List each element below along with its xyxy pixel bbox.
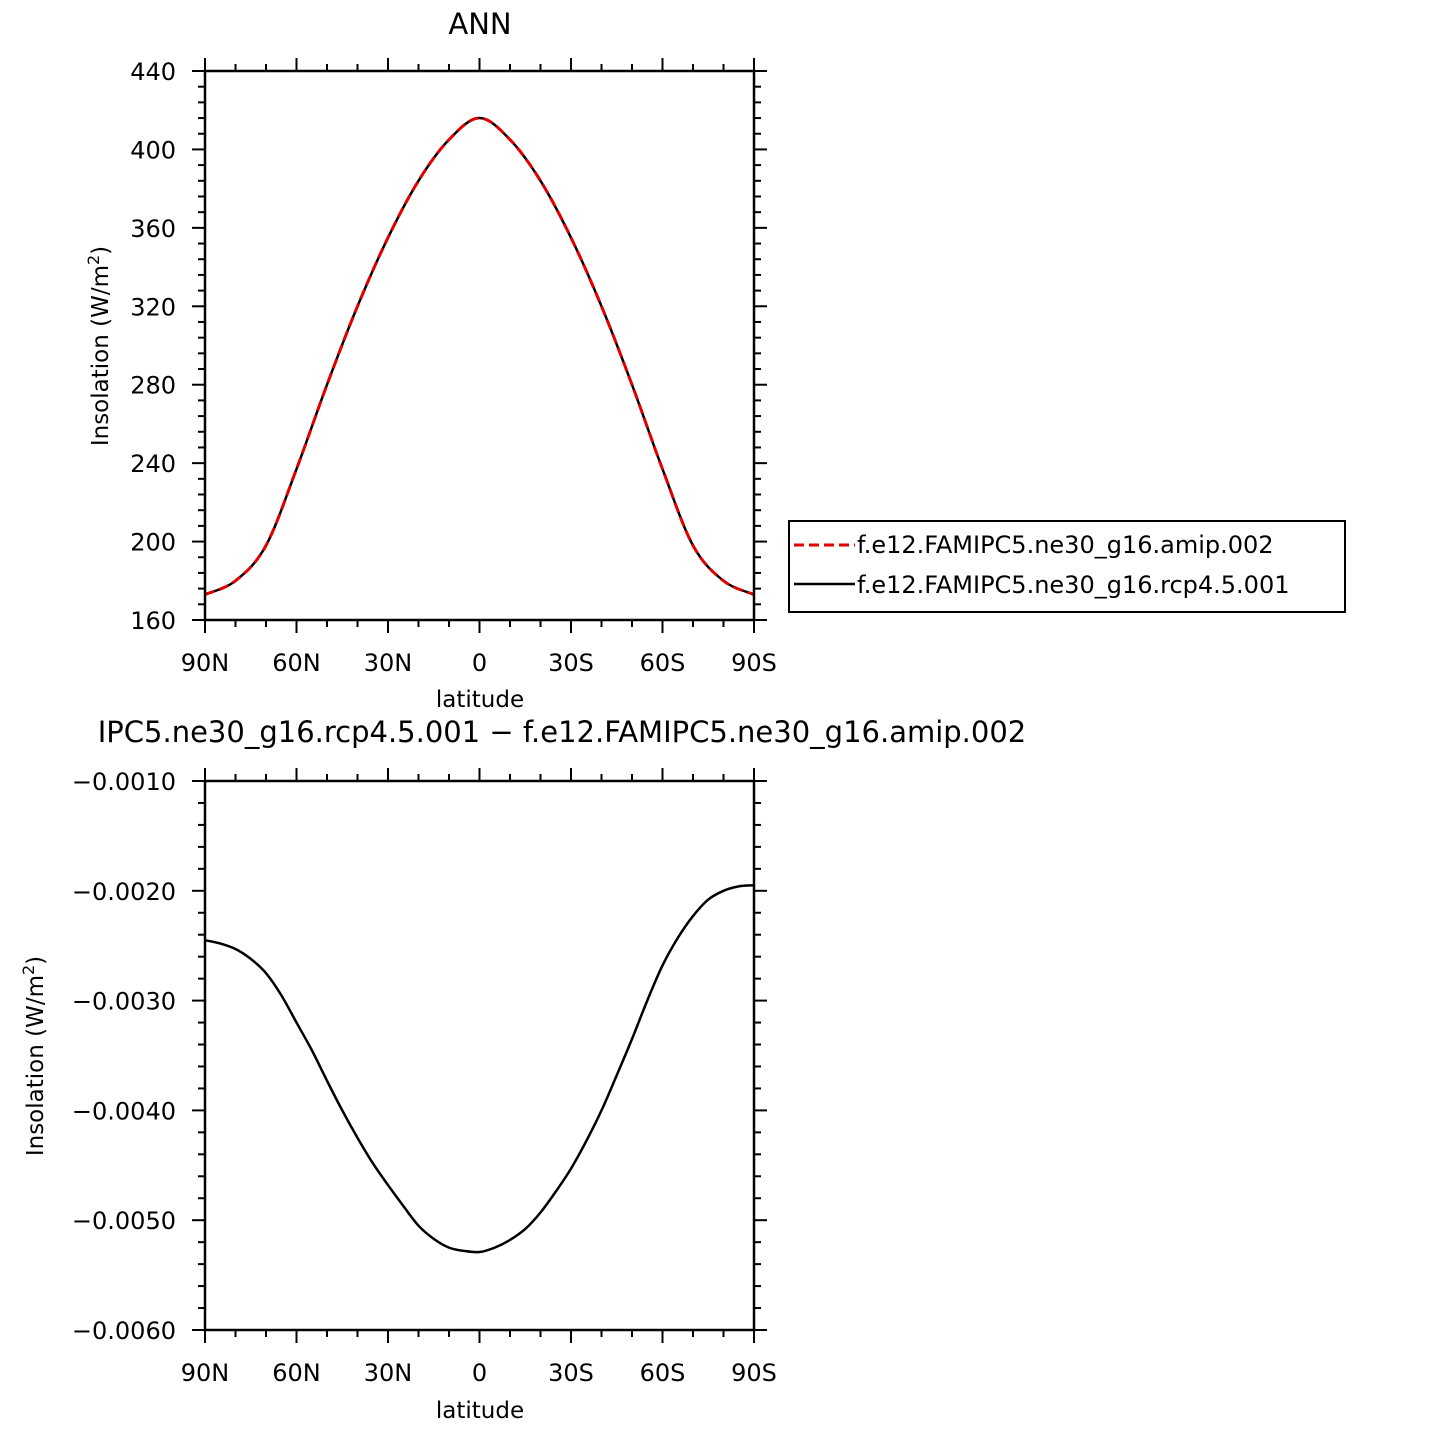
y-tick-label: −0.0040 [72, 1097, 176, 1125]
bottom-x-axis-label: latitude [436, 1398, 524, 1424]
top-x-tick-labels: 90N 60N 30N 0 30S 60S 90S [181, 649, 777, 677]
bottom-x-tick-labels: 90N 60N 30N 0 30S 60S 90S [181, 1359, 777, 1387]
y-tick-label: 320 [130, 293, 176, 321]
y-tick-label: 280 [130, 372, 176, 400]
top-y-axis-label-sup: 2 [84, 255, 103, 265]
top-chart: ANN 90N 60N 30N 0 30S 60S 90S 160 200 240 280 320 3… [84, 7, 1346, 713]
legend: f.e12.FAMIPC5.ne30_g16.amip.002 f.e12.FA… [788, 520, 1346, 613]
bottom-y-tick-labels: −0.0060 −0.0050 −0.0040 −0.0030 −0.0020 −0.00… [72, 768, 176, 1345]
bottom-chart-title: IPC5.ne30_g16.rcp4.5.001 − f.e12.FAMIPC5… [98, 715, 1027, 749]
top-plot-frame [203, 69, 756, 622]
bottom-series-group [204, 884, 755, 1254]
x-tick-label: 60N [272, 1359, 321, 1387]
bottom-y-axis-label-main: Insolation (W/m [23, 975, 49, 1156]
y-tick-label: −0.0010 [72, 768, 176, 796]
y-tick-label: 360 [130, 215, 176, 243]
y-tick-label: −0.0050 [72, 1207, 176, 1235]
x-tick-label: 0 [472, 1359, 487, 1387]
bot-series-line-difference [204, 884, 755, 1254]
top-series-group [204, 116, 755, 596]
top-y-axis-label-main: Insolation (W/m [88, 265, 114, 446]
x-tick-label: 90S [731, 1359, 777, 1387]
bottom-y-axis-label-sup: 2 [19, 965, 38, 975]
legend-label-rcp: f.e12.FAMIPC5.ne30_g16.rcp4.5.001 [857, 571, 1290, 599]
bottom-y-axis-label: Insolation (W/m2) [19, 956, 49, 1156]
x-tick-label: 90N [181, 1359, 230, 1387]
x-tick-label: 30N [364, 1359, 413, 1387]
y-tick-label: 160 [130, 607, 176, 635]
bottom-plot-frame [203, 779, 756, 1332]
y-tick-label: −0.0030 [72, 988, 176, 1016]
legend-label-amip: f.e12.FAMIPC5.ne30_g16.amip.002 [857, 531, 1274, 559]
y-tick-label: 240 [130, 450, 176, 478]
x-tick-label: 60S [640, 1359, 686, 1387]
y-tick-label: −0.0020 [72, 878, 176, 906]
y-tick-label: 440 [130, 58, 176, 86]
top-series-line-amip [204, 116, 755, 596]
x-tick-label: 90S [731, 649, 777, 677]
y-tick-label: 200 [130, 529, 176, 557]
top-y-axis-label-close: ) [88, 246, 114, 255]
legend-box [788, 520, 1346, 613]
x-tick-label: 90N [181, 649, 230, 677]
x-tick-label: 0 [472, 649, 487, 677]
x-tick-label: 30S [548, 1359, 594, 1387]
top-y-tick-labels: 160 200 240 280 320 360 400 440 [130, 58, 176, 635]
y-tick-label: −0.0060 [72, 1317, 176, 1345]
y-tick-label: 400 [130, 136, 176, 164]
top-x-axis-label: latitude [436, 687, 524, 713]
x-tick-label: 30S [548, 649, 594, 677]
bottom-y-axis-label-close: ) [23, 956, 49, 965]
top-y-axis-label: Insolation (W/m2) [84, 246, 114, 446]
bottom-chart: IPC5.ne30_g16.rcp4.5.001 − f.e12.FAMIPC5… [19, 715, 1026, 1424]
top-chart-title: ANN [448, 7, 511, 41]
x-tick-label: 60S [640, 649, 686, 677]
x-tick-label: 60N [272, 649, 321, 677]
x-tick-label: 30N [364, 649, 413, 677]
